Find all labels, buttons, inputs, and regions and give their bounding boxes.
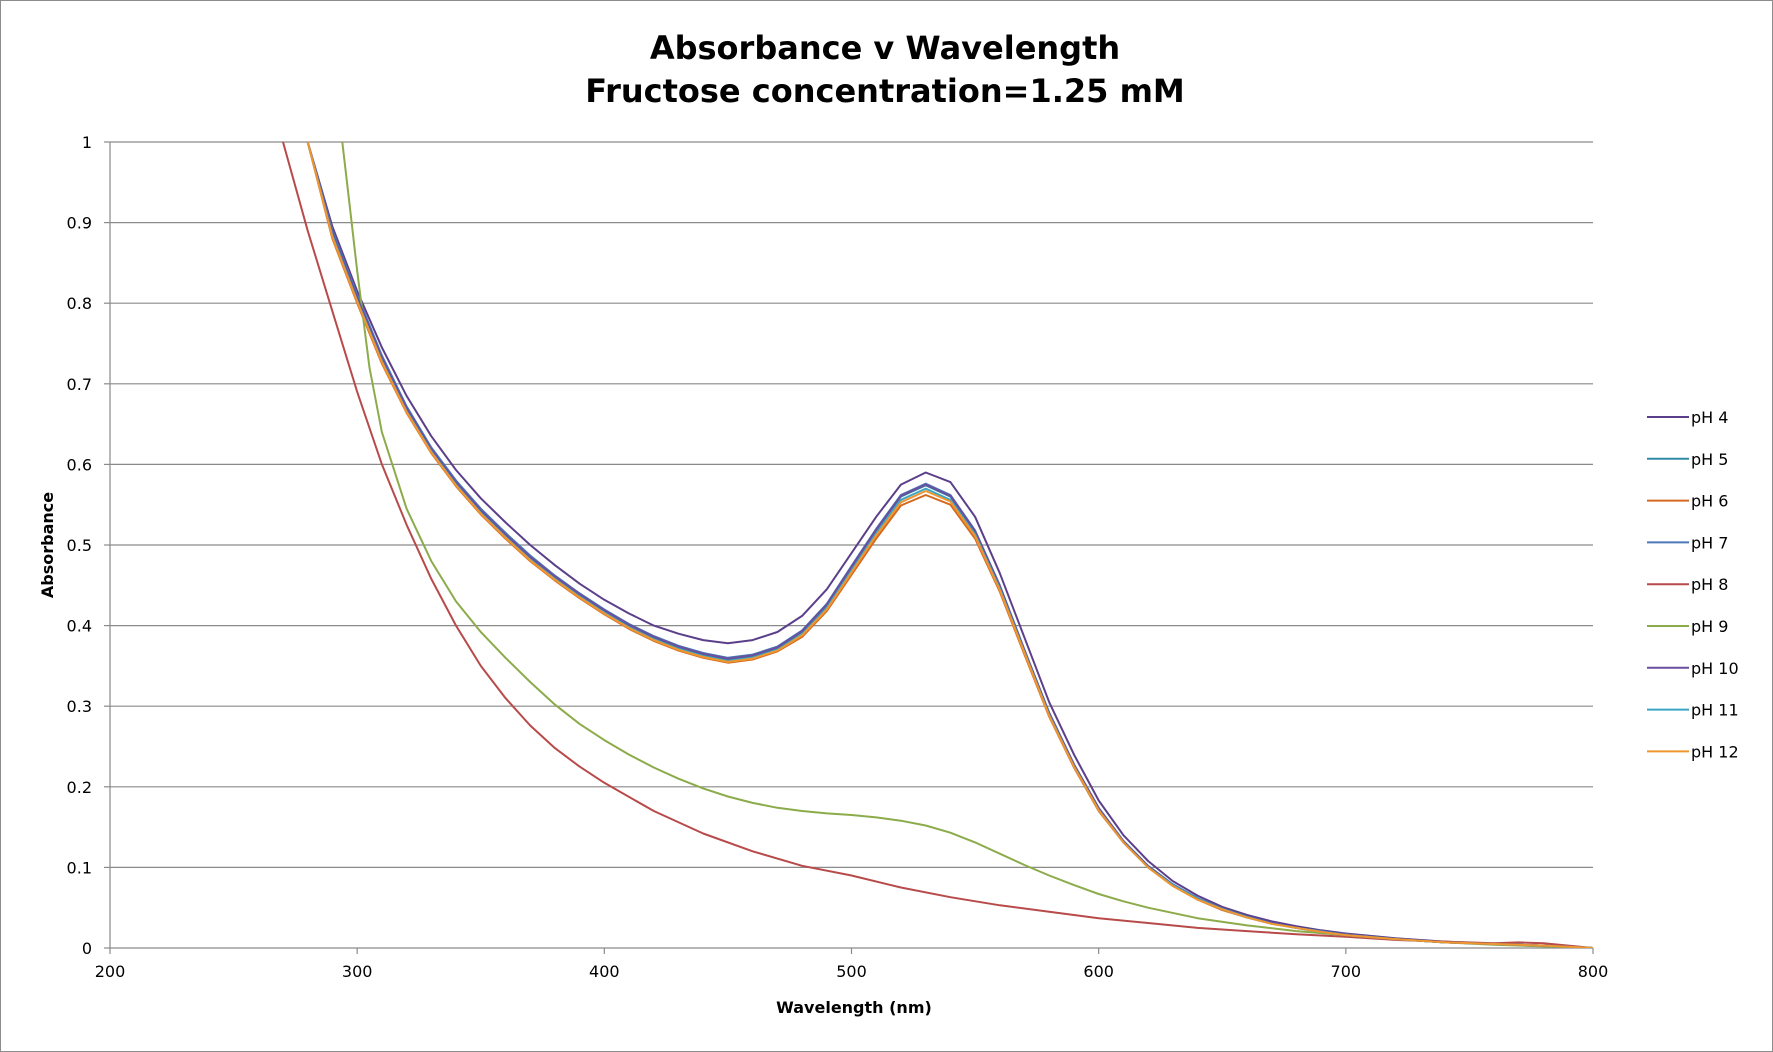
legend-label-ph-5: pH 5 [1691,450,1728,469]
y-tick-label: 0.1 [67,858,92,877]
legend-label-ph-4: pH 4 [1691,408,1728,427]
legend-label-ph-11: pH 11 [1691,701,1739,720]
x-tick-label: 700 [1331,962,1362,981]
y-tick-label: 0.2 [67,778,92,797]
series-lines [282,142,1593,948]
y-tick-label: 0.3 [67,697,92,716]
x-tick-label: 500 [836,962,867,981]
y-tick-label: 0.5 [67,536,92,555]
legend-label-ph-8: pH 8 [1691,575,1728,594]
x-tick-label: 600 [1083,962,1114,981]
series-line-ph-12 [306,142,1593,948]
series-line-ph-9 [341,142,1593,948]
x-tick-label: 300 [342,962,373,981]
series-line-ph-4 [306,142,1593,948]
legend-label-ph-7: pH 7 [1691,533,1728,552]
x-tick-label: 800 [1578,962,1609,981]
x-tick-label: 200 [95,962,126,981]
legend-label-ph-9: pH 9 [1691,617,1728,636]
x-axis-label: Wavelength (nm) [776,998,932,1017]
y-tick-label: 0 [82,939,92,958]
x-tick-label: 400 [589,962,620,981]
y-tick-label: 1 [82,133,92,152]
axes: 0 0.1 0.2 0.3 0.4 0.5 0.6 0.7 0.8 0.9 1 200 300 400 50… [67,133,1609,981]
gridlines [110,141,1593,869]
legend: pH 4 pH 5 pH 6 pH 7 pH 8 pH 9 pH 10 pH 11 pH 12 [1647,408,1739,761]
legend-label-ph-10: pH 10 [1691,659,1739,678]
legend-label-ph-12: pH 12 [1691,742,1739,761]
y-tick-label: 0.6 [67,455,92,474]
legend-label-ph-6: pH 6 [1691,492,1728,511]
chart-subtitle: Fructose concentration=1.25 mM [585,72,1185,110]
y-tick-label: 0.9 [67,214,92,233]
chart-title: Absorbance v Wavelength [650,29,1120,67]
y-tick-label: 0.7 [67,375,92,394]
y-axis-label: Absorbance [38,492,57,598]
y-tick-label: 0.4 [67,617,92,636]
y-tick-label: 0.8 [67,294,92,313]
